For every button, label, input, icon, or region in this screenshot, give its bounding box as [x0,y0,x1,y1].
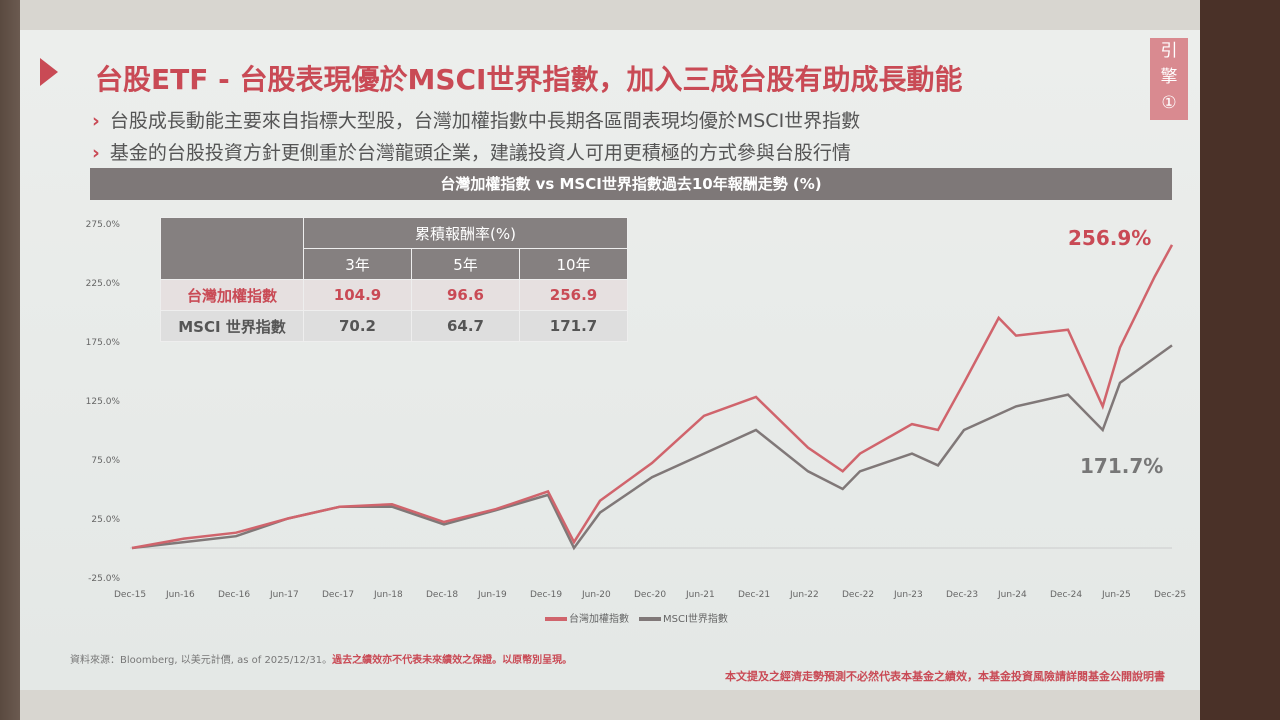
x-tick-label: Dec-25 [1154,590,1187,600]
msci-end-label: 171.7% [1080,454,1164,478]
x-tick-label: Dec-22 [842,590,875,600]
arrow-icon [40,58,58,86]
x-tick-label: Jun-20 [582,590,611,600]
legend-swatch [639,617,661,621]
y-tick-label: 25.0% [91,515,120,525]
bullet-1: › 台股成長動能主要來自指標大型股，台灣加權指數中長期各區間表現均優於MSCI世界… [92,110,861,132]
bullet-2: › 基金的台股投資方針更側重於台灣龍頭企業，建議投資人可用更積極的方式參與台股行情 [92,142,851,164]
taiex-line [131,244,1174,550]
chevron-icon: › [92,110,100,132]
x-tick-label: Dec-21 [738,590,771,600]
chart-title: 台灣加權指數 vs MSCI世界指數過去10年報酬走勢 (%) [90,168,1172,200]
y-tick-label: 125.0% [85,397,120,407]
x-tick-label: Jun-19 [478,590,507,600]
legend-swatch [545,617,567,621]
taiex-end-label: 256.9% [1068,226,1152,250]
y-tick-label: 275.0% [85,220,120,230]
x-tick-label: Dec-19 [530,590,563,600]
x-tick-label: Jun-21 [686,590,715,600]
disclaimer: 本文提及之經濟走勢預測不必然代表本基金之績效，本基金投資風險請詳閱基金公開說明書 [725,670,1165,683]
x-tick-label: Jun-24 [998,590,1027,600]
x-tick-label: Jun-18 [374,590,403,600]
x-tick-label: Dec-17 [322,590,355,600]
x-tick-label: Jun-23 [894,590,923,600]
table-corner [160,217,304,280]
y-tick-label: 175.0% [85,338,120,348]
slide [20,30,1200,690]
wall-side [1200,0,1280,720]
x-tick-label: Jun-25 [1102,590,1131,600]
source-note: 資料來源：Bloomberg, 以美元計價, as of 2025/12/31。… [70,655,573,666]
y-tick-label: 225.0% [85,279,120,289]
y-tick-label: -25.0% [88,574,120,584]
col-header: 10年 [519,248,628,280]
chevron-icon: › [92,142,100,164]
x-tick-label: Dec-24 [1050,590,1083,600]
col-header: 3年 [303,248,412,280]
returns-table: 累積報酬率(%) 3年 5年 10年 台灣加權指數 104.9 96.6 256.9 MS… [160,217,628,342]
x-tick-label: Dec-15 [114,590,147,600]
table-row: MSCI 世界指數 70.2 64.7 171.7 [160,310,628,342]
x-tick-label: Dec-23 [946,590,979,600]
x-tick-label: Jun-16 [166,590,195,600]
col-header: 5年 [411,248,520,280]
legend: 台灣加權指數 MSCI世界指數 [535,610,728,625]
x-tick-label: Dec-20 [634,590,667,600]
x-tick-label: Dec-18 [426,590,459,600]
x-tick-label: Jun-17 [270,590,299,600]
table-row: 台灣加權指數 104.9 96.6 256.9 [160,279,628,311]
x-tick-label: Jun-22 [790,590,819,600]
slide-title: 台股ETF - 台股表現優於MSCI世界指數，加入三成台股有助成長動能 [95,63,963,96]
y-tick-label: 75.0% [91,456,120,466]
x-tick-label: Dec-16 [218,590,251,600]
table-header: 累積報酬率(%) [303,217,628,249]
